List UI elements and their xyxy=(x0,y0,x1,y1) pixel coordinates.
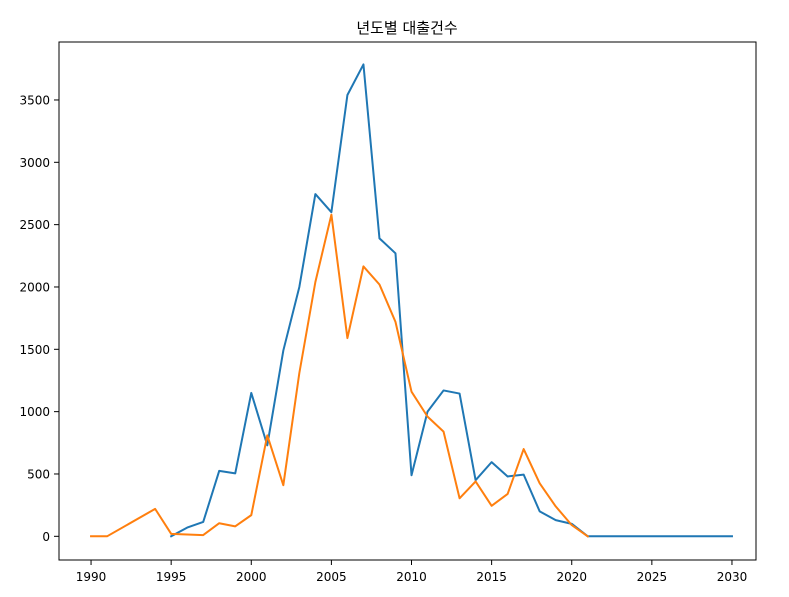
x-tick-label: 2025 xyxy=(637,570,668,584)
y-tick-label: 2500 xyxy=(19,218,50,232)
x-tick-label: 2005 xyxy=(316,570,347,584)
plot-area: 1990 1995 2000 2005 2010 2015 2020 2025 2030 0 500… xyxy=(19,41,757,584)
x-tick-label: 2010 xyxy=(396,570,427,584)
y-tick-label: 0 xyxy=(42,530,50,544)
y-tick-label: 1500 xyxy=(19,343,50,357)
series-line-1 xyxy=(169,63,733,538)
x-tick-label: 1995 xyxy=(156,570,187,584)
x-tick-label: 2000 xyxy=(236,570,267,584)
x-tick-label: 2015 xyxy=(476,570,507,584)
axes-frame xyxy=(58,41,757,561)
y-tick-label: 500 xyxy=(27,467,50,481)
series-line-2 xyxy=(90,213,590,538)
y-tick-label: 3000 xyxy=(19,156,50,170)
x-tick-label: 2030 xyxy=(717,570,748,584)
x-tick-label: 2020 xyxy=(556,570,587,584)
y-tick-label: 3500 xyxy=(19,93,50,107)
x-tick-label: 1990 xyxy=(76,570,107,584)
y-tick-label: 1000 xyxy=(19,405,50,419)
y-tick-label: 2000 xyxy=(19,280,50,294)
chart-title: 년도별 대출건수 xyxy=(356,19,457,37)
